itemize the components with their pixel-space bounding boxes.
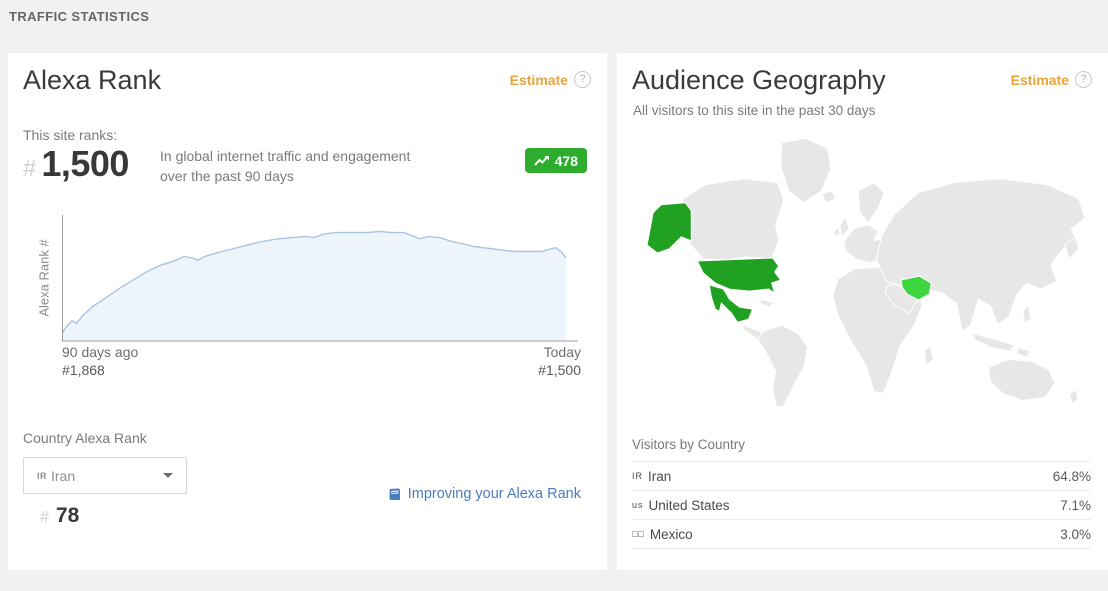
start-rank-value: #1,868 [62,362,105,378]
country-name: United States [648,497,730,513]
country-share: 3.0% [1060,526,1091,542]
map-indonesia [971,332,1016,352]
help-icon[interactable]: ? [1075,71,1092,88]
country-flag-icon: us [632,500,644,510]
country-rank: # 78 [40,504,79,528]
estimate-link[interactable]: Estimate [1010,71,1069,88]
chart-area-fill [62,231,566,341]
rank-delta-value: 478 [554,152,578,169]
map-uk [839,215,850,238]
map-mexico-highlight[interactable] [708,284,754,323]
global-rank-value: 1,500 [41,143,129,184]
global-rank: # 1,500 [23,143,129,185]
country-share: 7.1% [1060,497,1091,513]
rank-chart-svg [61,215,578,342]
map-new-zealand [1069,388,1079,405]
country-name: Mexico [649,526,693,542]
map-alaska-highlight[interactable] [646,202,692,254]
rank-hash: # [23,155,37,182]
trending-up-icon [533,155,549,166]
improve-rank-link[interactable]: Improving your Alexa Rank [387,486,581,502]
map-south-america [756,324,809,409]
map-australia [987,358,1056,402]
visitors-country-list: IR Iran 64.8% us United States 7.1% □□ M… [632,461,1091,549]
alexa-rank-card: Alexa Rank Estimate ? This site ranks: #… [8,53,607,570]
site-ranks-label: This site ranks: [23,127,118,143]
rank-delta-badge: 478 [524,148,587,173]
world-map[interactable] [625,131,1099,413]
country-flag-icon: □□ [632,529,645,539]
end-rank-value: #1,500 [538,362,581,378]
country-name: Iran [648,468,672,484]
alexa-rank-estimate[interactable]: Estimate ? [510,71,591,88]
map-caribbean [758,298,775,308]
book-icon [389,488,400,500]
map-scandinavia [857,182,885,224]
chart-x-labels: 90 days ago Today [62,344,581,360]
alexa-rank-title: Alexa Rank [23,65,162,95]
country-rank-hash: # [40,509,49,526]
audience-geography-title: Audience Geography [632,65,886,95]
chart-y-axis-label: Alexa Rank # [36,239,52,317]
audience-geography-card: Audience Geography All visitors to this … [617,53,1108,570]
x-label-start: 90 days ago [62,344,139,360]
improve-rank-link-label: Improving your Alexa Rank [407,486,581,502]
audience-geography-subtitle: All visitors to this site in the past 30… [633,103,876,118]
map-united-states-highlight[interactable] [696,257,782,295]
audience-geography-estimate[interactable]: Estimate ? [1011,71,1092,88]
world-map-svg [646,137,1086,409]
country-select-dropdown[interactable]: IR Iran [23,457,187,494]
visitors-by-country-label: Visitors by Country [632,437,746,452]
iran-flag-icon: IR [37,470,47,481]
map-japan [1064,236,1080,260]
country-row: us United States 7.1% [632,490,1091,519]
country-share: 64.8% [1052,468,1091,484]
map-iceland [821,190,837,204]
map-philippines [1022,304,1032,325]
map-iran-highlight[interactable] [900,275,932,301]
chart-line [61,230,567,334]
country-flag-icon: IR [632,471,643,481]
map-canada [676,178,785,261]
estimate-link[interactable]: Estimate [509,71,568,88]
map-madagascar [923,344,934,367]
chevron-down-icon [163,473,173,478]
country-row: IR Iran 64.8% [632,461,1091,490]
map-greenland [780,137,832,204]
rank-trend-chart [61,215,582,342]
map-indonesia-east [1016,346,1032,358]
rank-description: In global internet traffic and engagemen… [160,148,411,184]
map-asia [875,178,1086,333]
x-label-end: Today [543,344,581,360]
section-title: TRAFFIC STATISTICS [9,9,150,24]
country-rank-value: 78 [55,504,80,527]
help-icon[interactable]: ? [574,71,591,88]
chart-x-values: #1,868 #1,500 [62,362,581,378]
country-row: □□ Mexico 3.0% [632,519,1091,548]
map-ireland [833,225,841,238]
country-select-value: Iran [51,467,76,484]
country-rank-label: Country Alexa Rank [23,430,147,446]
